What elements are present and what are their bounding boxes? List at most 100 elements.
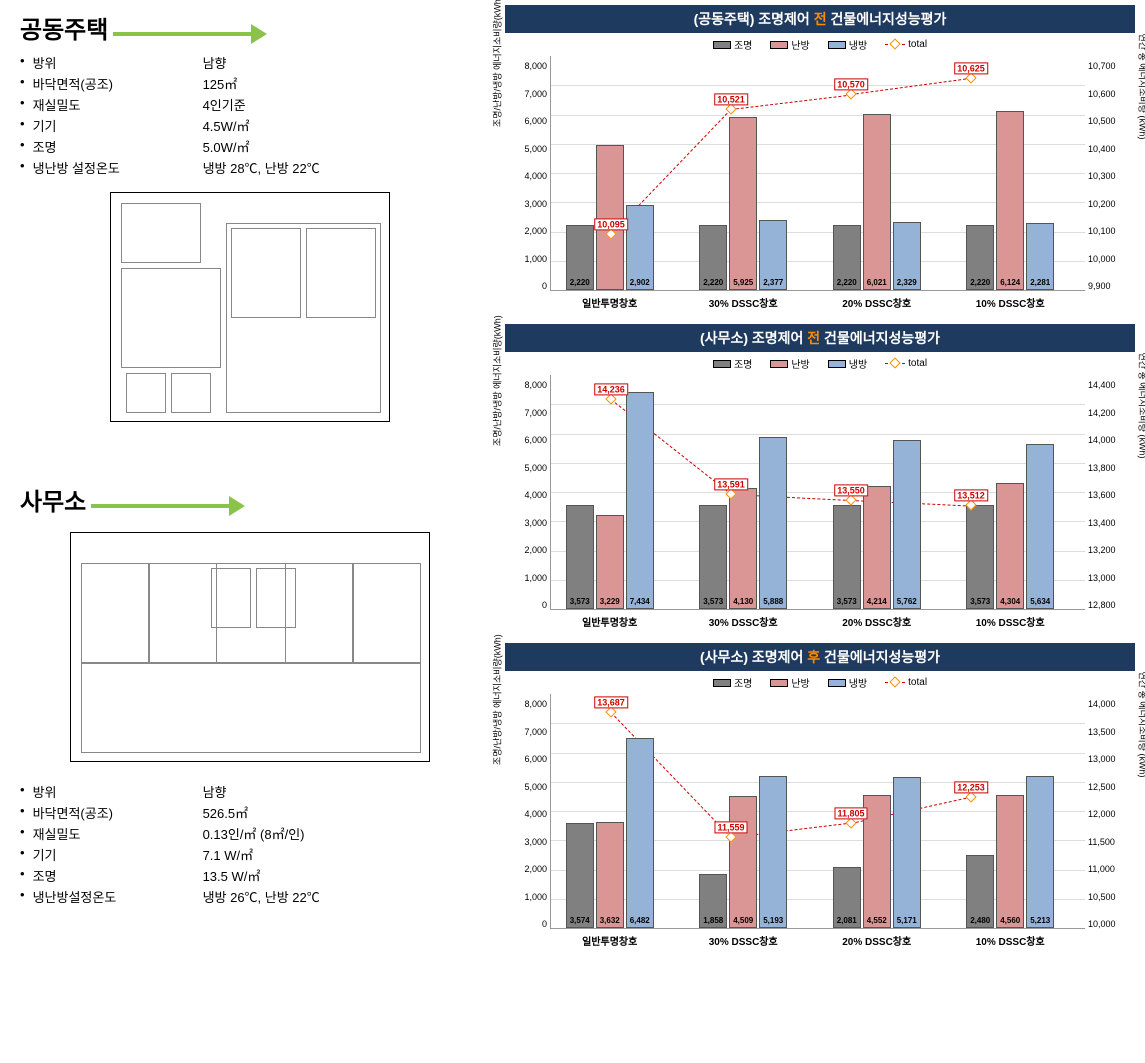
ytick: 13,200 — [1088, 545, 1116, 555]
bar-value: 2,281 — [1030, 278, 1050, 287]
bar-value: 2,329 — [897, 278, 917, 287]
ytick: 10,500 — [1088, 892, 1116, 902]
bar-value: 6,124 — [1000, 278, 1020, 287]
ytick: 2,000 — [524, 545, 547, 555]
bar-value: 5,193 — [763, 916, 783, 925]
spec-item: •바닥면적(공조)125㎡ — [20, 74, 480, 93]
total-label: 10,095 — [594, 218, 628, 230]
bar-cooling: 2,329 — [893, 222, 921, 290]
chart: (사무소) 조명제어 전 건물에너지성능평가조명난방냉방total조명/난방/냉… — [505, 324, 1135, 635]
bar-heating: 4,560 — [996, 795, 1024, 928]
total-label: 12,253 — [954, 781, 988, 793]
bar-lighting: 2,220 — [833, 225, 861, 290]
legend-item: 냉방 — [828, 37, 867, 52]
ytick: 13,000 — [1088, 573, 1116, 583]
ytick: 13,500 — [1088, 727, 1116, 737]
spec-value: 4.5W/㎡ — [203, 116, 250, 135]
x-category: 20% DSSC창호 — [818, 609, 935, 629]
ylabel-left: 조명/난방/냉방 에너지소비량(kWh) — [491, 0, 504, 127]
bar-lighting: 3,574 — [566, 823, 594, 928]
chart: (공동주택) 조명제어 전 건물에너지성능평가조명난방냉방total조명/난방/… — [505, 5, 1135, 316]
bar-value: 5,634 — [1030, 597, 1050, 606]
bar-group: 3,5743,6326,482일반투명창호 — [551, 694, 668, 928]
legend-item: 조명 — [713, 356, 752, 371]
bar-lighting: 2,480 — [966, 855, 994, 928]
bar-group: 2,2206,1242,28110% DSSC창호 — [952, 56, 1069, 290]
ylabel-right: 연간 총 에너지소비량 (kWh) — [1137, 33, 1145, 139]
ytick: 10,400 — [1088, 144, 1116, 154]
yaxis-right: 14,40014,20014,00013,80013,60013,40013,2… — [1085, 375, 1135, 635]
bar-value: 6,482 — [630, 916, 650, 925]
bar-cooling: 5,888 — [759, 437, 787, 609]
x-category: 20% DSSC창호 — [818, 928, 935, 948]
spec-label: 방위 — [33, 782, 203, 801]
total-label: 10,625 — [954, 62, 988, 74]
ytick: 8,000 — [524, 380, 547, 390]
ytick: 5,000 — [524, 144, 547, 154]
x-category: 일반투명창호 — [551, 290, 668, 310]
spec-label: 조명 — [33, 866, 203, 885]
spec-item: •기기4.5W/㎡ — [20, 116, 480, 135]
bar-value: 4,304 — [1000, 597, 1020, 606]
spec-item: •기기7.1 W/㎡ — [20, 845, 480, 864]
bar-value: 4,552 — [867, 916, 887, 925]
bar-value: 2,220 — [970, 278, 990, 287]
bar-value: 2,480 — [970, 916, 990, 925]
bar-heating: 6,124 — [996, 111, 1024, 290]
ytick: 4,000 — [524, 809, 547, 819]
ytick: 8,000 — [524, 699, 547, 709]
ytick: 10,700 — [1088, 61, 1116, 71]
ytick: 10,200 — [1088, 199, 1116, 209]
chart-title: (사무소) 조명제어 전 건물에너지성능평가 — [505, 324, 1135, 352]
total-label: 13,550 — [834, 484, 868, 496]
ytick: 10,300 — [1088, 171, 1116, 181]
ytick: 3,000 — [524, 199, 547, 209]
bar-cooling: 5,171 — [893, 777, 921, 928]
legend-item: 난방 — [770, 356, 809, 371]
bar-group: 1,8584,5095,19330% DSSC창호 — [685, 694, 802, 928]
ytick: 4,000 — [524, 490, 547, 500]
ytick: 13,000 — [1088, 754, 1116, 764]
legend-item: 난방 — [770, 37, 809, 52]
bar-cooling: 7,434 — [626, 392, 654, 609]
yaxis-right: 14,00013,50013,00012,50012,00011,50011,0… — [1085, 694, 1135, 954]
bar-value: 4,214 — [867, 597, 887, 606]
bar-lighting: 1,858 — [699, 874, 727, 928]
bar-value: 3,573 — [970, 597, 990, 606]
legend-item: total — [885, 37, 927, 52]
ylabel-left: 조명/난방/냉방 에너지소비량(kWh) — [491, 315, 504, 446]
legend-item: 냉방 — [828, 356, 867, 371]
spec-value: 125㎡ — [203, 74, 238, 93]
bar-cooling: 5,634 — [1026, 444, 1054, 609]
bar-group: 2,2202,902일반투명창호 — [551, 56, 668, 290]
spec-value: 남향 — [203, 782, 227, 801]
ytick: 0 — [542, 600, 547, 610]
bar-value: 5,213 — [1030, 916, 1050, 925]
spec-label: 기기 — [33, 845, 203, 864]
bar-value: 4,509 — [733, 916, 753, 925]
bar-group: 2,2206,0212,32920% DSSC창호 — [818, 56, 935, 290]
spec-item: •재실밀도4인기준 — [20, 95, 480, 114]
spec-item: •바닥면적(공조)526.5㎡ — [20, 803, 480, 822]
spec-value: 13.5 W/㎡ — [203, 866, 261, 885]
bar-group: 3,5734,1305,88830% DSSC창호 — [685, 375, 802, 609]
ytick: 1,000 — [524, 573, 547, 583]
ytick: 5,000 — [524, 782, 547, 792]
bar-value: 3,573 — [703, 597, 723, 606]
bar-value: 7,434 — [630, 597, 650, 606]
bar-cooling: 2,902 — [626, 205, 654, 290]
bar-cooling: 2,281 — [1026, 223, 1054, 290]
ytick: 1,000 — [524, 254, 547, 264]
ytick: 13,400 — [1088, 518, 1116, 528]
chart-title: (공동주택) 조명제어 전 건물에너지성능평가 — [505, 5, 1135, 33]
ytick: 10,000 — [1088, 254, 1116, 264]
bar-heating: 4,304 — [996, 483, 1024, 609]
spec-value: 남향 — [203, 53, 227, 72]
bar-value: 5,171 — [897, 916, 917, 925]
ylabel-left: 조명/난방/냉방 에너지소비량(kWh) — [491, 634, 504, 765]
legend-item: 조명 — [713, 37, 752, 52]
bar-heating: 3,229 — [596, 515, 624, 609]
ytick: 6,000 — [524, 116, 547, 126]
spec-item: •조명13.5 W/㎡ — [20, 866, 480, 885]
bar-value: 3,574 — [570, 916, 590, 925]
